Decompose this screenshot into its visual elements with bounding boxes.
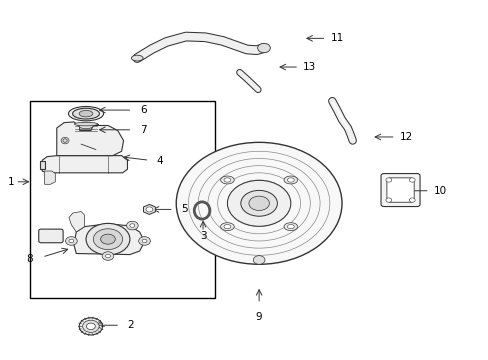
Text: 1: 1 (8, 177, 15, 187)
Text: 4: 4 (156, 156, 163, 166)
Ellipse shape (79, 111, 93, 117)
Circle shape (385, 178, 391, 182)
Polygon shape (69, 212, 84, 232)
Ellipse shape (73, 108, 99, 119)
Circle shape (408, 198, 414, 202)
FancyBboxPatch shape (39, 229, 63, 243)
Bar (74, 124, 98, 134)
Text: 13: 13 (303, 62, 316, 72)
Ellipse shape (227, 180, 290, 226)
Circle shape (146, 207, 153, 212)
Ellipse shape (79, 122, 93, 129)
Ellipse shape (248, 196, 269, 211)
Ellipse shape (224, 178, 230, 182)
Bar (30, 101, 215, 298)
Text: 6: 6 (140, 105, 146, 115)
FancyBboxPatch shape (380, 174, 419, 207)
Circle shape (142, 239, 147, 243)
Circle shape (69, 239, 74, 243)
Ellipse shape (220, 176, 234, 184)
Circle shape (102, 252, 114, 260)
Text: 12: 12 (399, 132, 412, 142)
Text: 8: 8 (26, 254, 33, 264)
Ellipse shape (287, 178, 294, 182)
Ellipse shape (101, 234, 115, 244)
Polygon shape (42, 156, 127, 173)
Text: 3: 3 (199, 231, 206, 240)
Polygon shape (57, 122, 123, 156)
Circle shape (257, 43, 270, 53)
Ellipse shape (220, 223, 234, 231)
Text: 7: 7 (140, 125, 146, 135)
Ellipse shape (284, 223, 297, 231)
FancyBboxPatch shape (386, 178, 413, 202)
Ellipse shape (241, 190, 277, 216)
Ellipse shape (61, 137, 69, 144)
Ellipse shape (86, 224, 130, 255)
Ellipse shape (63, 139, 67, 142)
Circle shape (82, 320, 99, 332)
Ellipse shape (287, 225, 294, 229)
Polygon shape (44, 171, 55, 184)
Circle shape (126, 221, 138, 230)
Circle shape (86, 323, 95, 329)
Ellipse shape (74, 122, 98, 126)
Ellipse shape (68, 107, 103, 121)
Text: 10: 10 (433, 186, 446, 196)
Circle shape (130, 224, 135, 227)
Ellipse shape (284, 176, 297, 184)
Ellipse shape (131, 55, 143, 61)
Circle shape (176, 142, 341, 264)
Circle shape (408, 178, 414, 182)
Text: 5: 5 (181, 204, 187, 215)
Polygon shape (74, 224, 144, 255)
Text: 2: 2 (127, 320, 134, 330)
Bar (40, 161, 44, 169)
Ellipse shape (224, 225, 230, 229)
Circle shape (253, 256, 264, 264)
Circle shape (65, 237, 77, 245)
Circle shape (105, 254, 110, 258)
Ellipse shape (93, 229, 122, 249)
Circle shape (79, 318, 102, 335)
Circle shape (385, 198, 391, 202)
Text: 9: 9 (255, 312, 262, 322)
Text: 11: 11 (330, 33, 343, 43)
Circle shape (139, 237, 150, 245)
